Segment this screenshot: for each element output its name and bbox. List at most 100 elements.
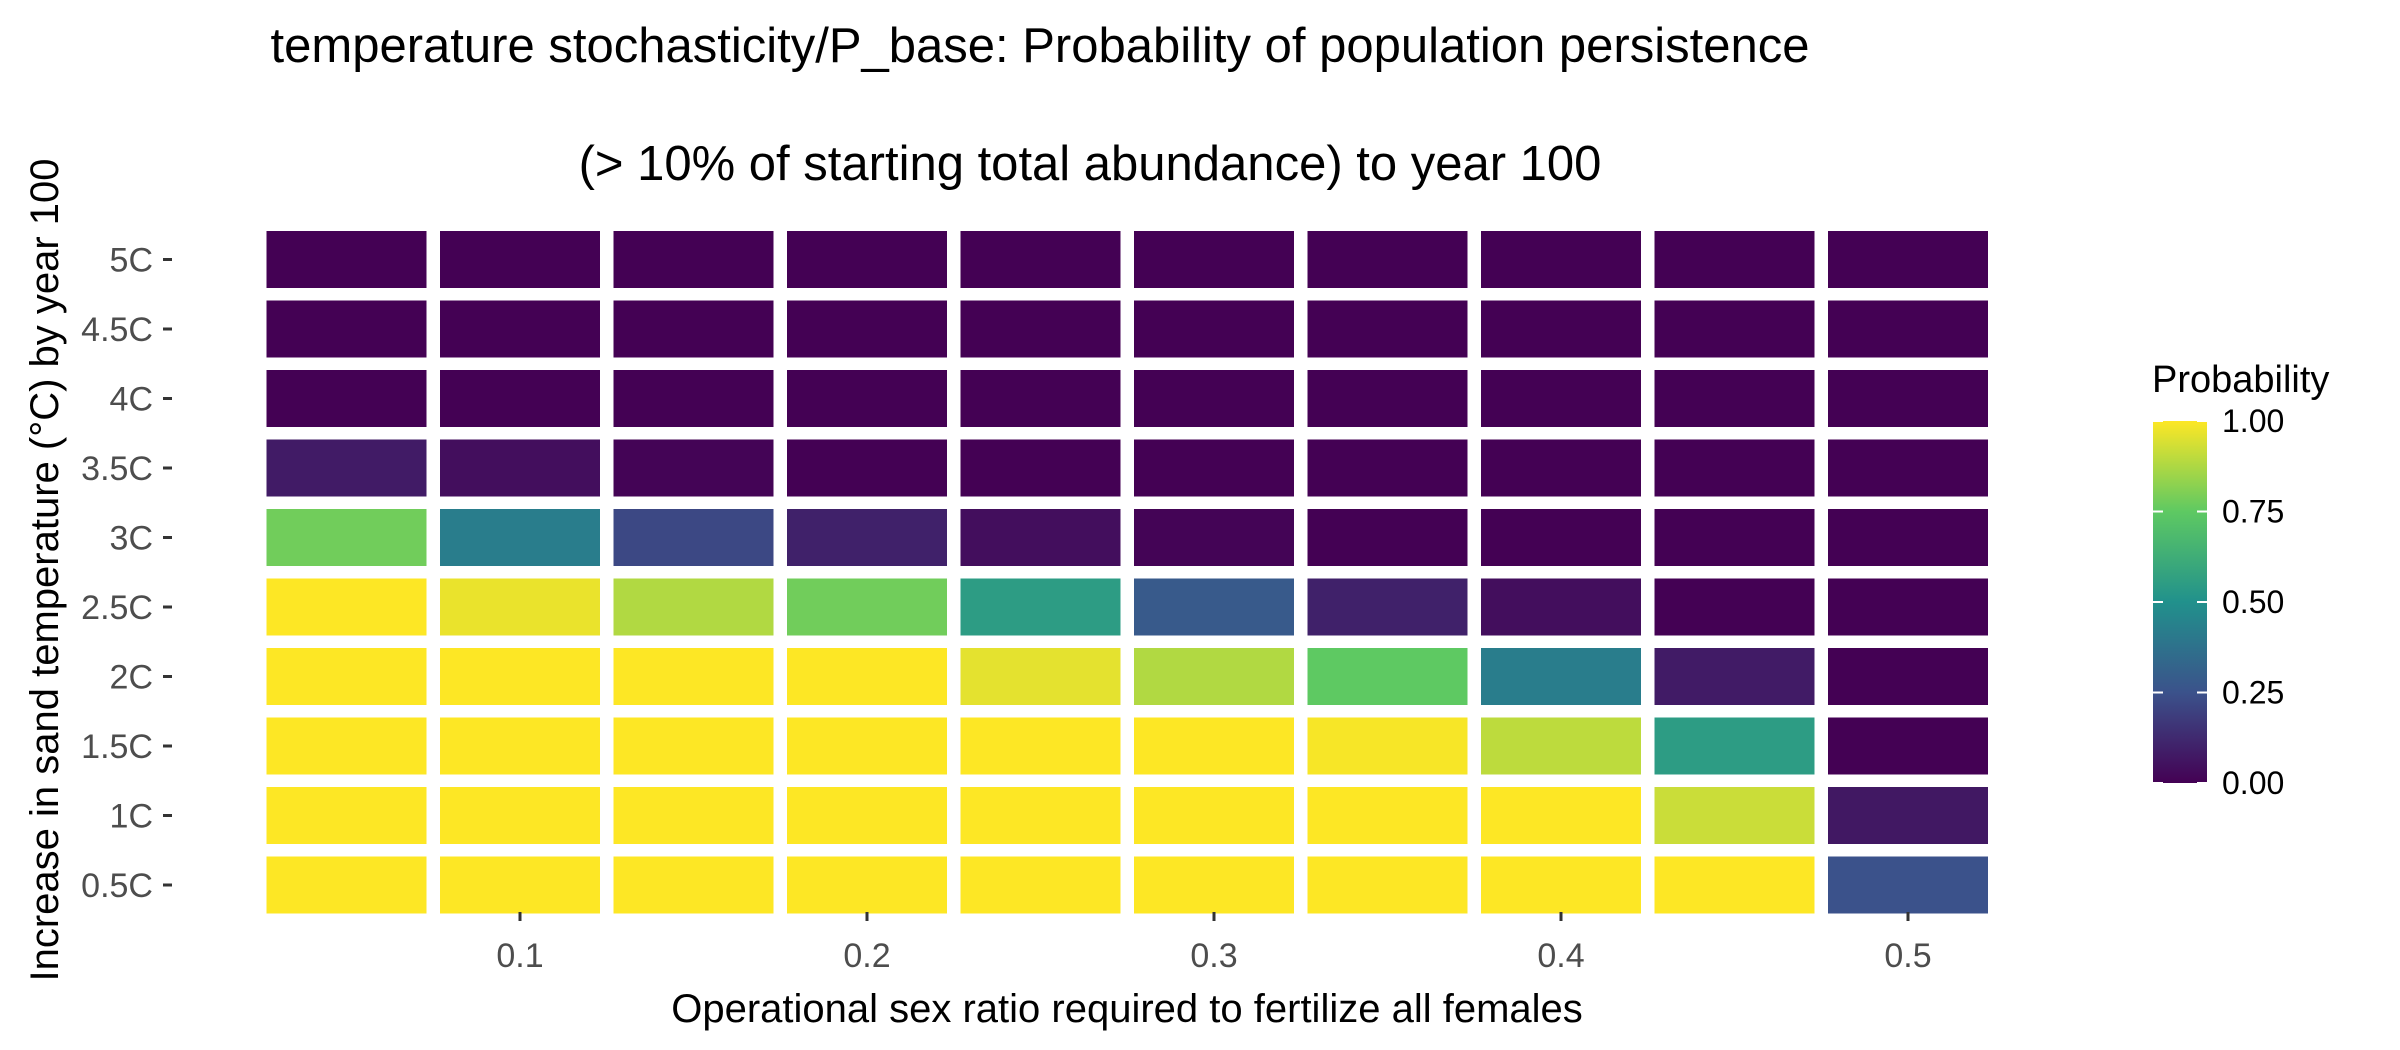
heatmap-cell (1307, 578, 1468, 636)
heatmap-cell (1307, 370, 1468, 427)
heatmap-cell (1828, 370, 1988, 427)
x-tick-label: 0.4 (1537, 937, 1584, 975)
x-tick-label: 0.3 (1190, 937, 1237, 975)
y-tick-label: 2C (110, 659, 153, 697)
heatmap-cells (266, 231, 1988, 914)
y-tick-label: 3.5C (81, 450, 153, 488)
heatmap-cell (1307, 300, 1468, 358)
heatmap-cell (960, 578, 1121, 636)
heatmap-cell (266, 231, 427, 288)
y-axis-title: Increase in sand temperature (°C) by yea… (23, 158, 67, 981)
heatmap-cell (613, 717, 774, 775)
heatmap-cell (1134, 578, 1294, 636)
y-tick-label: 2.5C (81, 589, 153, 627)
y-tick-label: 1C (110, 798, 153, 836)
heatmap-cell (266, 370, 427, 427)
heatmap-cell (440, 509, 600, 566)
legend-tick-label: 0.50 (2222, 584, 2284, 620)
legend: Probability 1.00 0.75 0.50 0.25 0.00 (2152, 359, 2329, 801)
heatmap-cell (613, 439, 774, 497)
heatmap-cell (1654, 787, 1815, 844)
heatmap-cell (787, 787, 947, 844)
chart-title-line-2: (> 10% of starting total abundance) to y… (579, 137, 1602, 191)
heatmap-cell (787, 856, 947, 914)
heatmap-cell (1307, 648, 1468, 705)
legend-tick-label: 0.75 (2222, 494, 2284, 530)
heatmap-cell (1828, 231, 1988, 288)
x-axis-title: Operational sex ratio required to fertil… (671, 987, 1583, 1031)
heatmap-cell (440, 300, 600, 358)
legend-ticks: 1.00 0.75 0.50 0.25 0.00 (2153, 403, 2284, 801)
heatmap-cell (440, 439, 600, 497)
heatmap-cell (1134, 648, 1294, 705)
heatmap-cell (613, 787, 774, 844)
heatmap-cell (1481, 648, 1641, 705)
heatmap-cell (960, 439, 1121, 497)
heatmap-cell (440, 578, 600, 636)
heatmap-cell (266, 717, 427, 775)
heatmap-cell (1307, 439, 1468, 497)
legend-tick-label: 0.25 (2222, 675, 2284, 711)
heatmap-cell (440, 370, 600, 427)
heatmap-cell (1307, 231, 1468, 288)
heatmap-cell (1481, 370, 1641, 427)
heatmap-cell (960, 648, 1121, 705)
heatmap-cell (1654, 578, 1815, 636)
heatmap-cell (266, 787, 427, 844)
heatmap-cell (613, 231, 774, 288)
heatmap-cell (1307, 856, 1468, 914)
heatmap-cell (440, 856, 600, 914)
heatmap-cell (960, 300, 1121, 358)
heatmap-cell (1307, 509, 1468, 566)
heatmap-cell (1828, 439, 1988, 497)
heatmap-cell (1828, 648, 1988, 705)
heatmap-cell (266, 648, 427, 705)
heatmap-cell (1828, 300, 1988, 358)
heatmap-cell (1654, 509, 1815, 566)
heatmap-cell (1828, 787, 1988, 844)
heatmap-cell (960, 370, 1121, 427)
heatmap-cell (613, 578, 774, 636)
heatmap-cell (1481, 856, 1641, 914)
heatmap-cell (266, 439, 427, 497)
heatmap-cell (1654, 300, 1815, 358)
heatmap-cell (266, 509, 427, 566)
heatmap-cell (787, 717, 947, 775)
heatmap-cell (1654, 231, 1815, 288)
chart-title-line-1: temperature stochasticity/P_base: Probab… (271, 19, 1810, 73)
heatmap-cell (1134, 787, 1294, 844)
y-tick-label: 0.5C (81, 867, 153, 905)
x-tick-label: 0.2 (843, 937, 890, 975)
heatmap-cell (1481, 787, 1641, 844)
heatmap-cell (1481, 300, 1641, 358)
heatmap-cell (1481, 231, 1641, 288)
x-tick-label: 0.1 (496, 937, 543, 975)
y-tick-label: 4.5C (81, 311, 153, 349)
heatmap-cell (1828, 856, 1988, 914)
y-tick-label: 1.5C (81, 728, 153, 766)
heatmap-cell (440, 648, 600, 705)
heatmap-cell (960, 231, 1121, 288)
heatmap-cell (1654, 856, 1815, 914)
heatmap-cell (1307, 717, 1468, 775)
heatmap-cell (613, 370, 774, 427)
heatmap-cell (613, 300, 774, 358)
x-tick-label: 0.5 (1884, 937, 1931, 975)
legend-tick-label: 1.00 (2222, 403, 2284, 439)
heatmap-cell (787, 300, 947, 358)
heatmap-cell (1481, 509, 1641, 566)
heatmap-cell (1828, 509, 1988, 566)
heatmap-cell (440, 717, 600, 775)
heatmap-cell (1654, 370, 1815, 427)
heatmap-cell (613, 856, 774, 914)
heatmap-cell (440, 787, 600, 844)
heatmap-cell (613, 509, 774, 566)
y-tick-label: 5C (110, 242, 153, 280)
heatmap-cell (1134, 300, 1294, 358)
heatmap-cell (960, 787, 1121, 844)
y-tick-label: 3C (110, 520, 153, 558)
x-axis: 0.1 0.2 0.3 0.4 0.5 (496, 912, 1932, 975)
heatmap-cell (266, 300, 427, 358)
y-tick-label: 4C (110, 381, 153, 419)
